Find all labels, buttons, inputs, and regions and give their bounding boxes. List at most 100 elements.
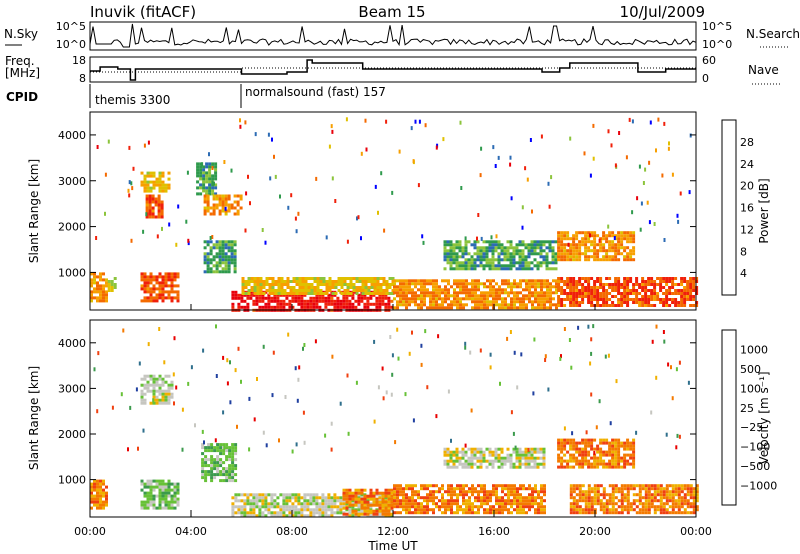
heatmap-cell: [572, 444, 576, 448]
heatmap-cell: [161, 183, 165, 187]
heatmap-cell: [243, 514, 247, 518]
heatmap-cell: [360, 497, 364, 501]
heatmap-cell: [629, 249, 633, 253]
heatmap-cell: [518, 261, 522, 265]
heatmap-cell: [671, 301, 675, 304]
heatmap-cell: [152, 392, 156, 396]
heatmap-cell: [209, 249, 213, 253]
heatmap-cell: [447, 484, 450, 488]
heatmap-cell: [196, 162, 200, 166]
heatmap-cell: [611, 441, 615, 445]
heatmap-cell: [447, 297, 450, 301]
heatmap-cell: [491, 240, 495, 244]
heatmap-cell: [140, 479, 144, 483]
heatmap-cell: [444, 508, 447, 512]
heatmap-cell: [629, 484, 633, 488]
heatmap-cell: [300, 293, 304, 297]
heatmap-cell: [608, 499, 612, 503]
heatmap-cell: [327, 502, 331, 506]
heatmap-cell: [689, 502, 693, 506]
heatmap-cell: [225, 455, 229, 459]
heatmap-cell: [686, 289, 690, 292]
heatmap-cell: [509, 264, 513, 268]
heatmap-cell: [641, 484, 645, 488]
heatmap-cell: [417, 493, 420, 497]
heatmap-cell: [563, 280, 567, 283]
heatmap-cell: [339, 511, 343, 515]
heatmap-cell: [512, 261, 516, 265]
heatmap-cell: [360, 296, 364, 300]
heatmap-speck: [563, 426, 566, 431]
heatmap-cell: [270, 305, 274, 309]
heatmap-cell: [213, 476, 217, 480]
heatmap-cell: [462, 496, 465, 500]
heatmap-cell: [369, 497, 373, 501]
heatmap-cell: [599, 453, 603, 457]
heatmap-cell: [471, 505, 474, 509]
heatmap-cell: [176, 293, 180, 297]
heatmap-cell: [273, 502, 277, 506]
heatmap-cell: [399, 282, 402, 286]
heatmap-cell: [161, 482, 165, 486]
heatmap-cell: [473, 456, 477, 460]
heatmap-speck: [156, 234, 159, 239]
heatmap-cell: [354, 494, 358, 498]
heatmap-cell: [231, 452, 235, 456]
heatmap-cell: [533, 462, 537, 466]
heatmap-cell: [408, 505, 411, 509]
heatmap-cell: [146, 183, 150, 187]
heatmap-cell: [695, 289, 699, 292]
heatmap-speck: [287, 332, 290, 337]
heatmap-cell: [671, 505, 675, 509]
heatmap-cell: [548, 246, 552, 250]
heatmap-cell: [617, 438, 621, 442]
nsky-tick-bottom: 10^0: [56, 38, 86, 51]
heatmap-cell: [210, 464, 214, 468]
heatmap-cell: [441, 279, 444, 283]
heatmap-speck: [509, 330, 512, 334]
heatmap-cell: [167, 392, 171, 396]
heatmap-speck: [273, 154, 275, 159]
heatmap-cell: [516, 306, 519, 310]
heatmap-cell: [285, 499, 289, 503]
heatmap-cell: [525, 505, 528, 509]
heatmap-cell: [158, 272, 162, 276]
heatmap-cell: [483, 294, 486, 298]
heatmap-cell: [294, 296, 298, 300]
heatmap-cell: [325, 280, 329, 283]
heatmap-cell: [405, 487, 408, 491]
heatmap-cell: [683, 493, 687, 497]
heatmap-cell: [560, 459, 564, 463]
heatmap-cell: [149, 180, 153, 184]
heatmap-cell: [202, 177, 206, 181]
heatmap-cell: [148, 212, 152, 216]
heatmap-cell: [524, 462, 528, 466]
heatmap-cell: [480, 300, 483, 304]
heatmap-cell: [504, 291, 507, 295]
heatmap-cell: [543, 297, 546, 301]
heatmap-cell: [614, 496, 618, 500]
heatmap-cell: [587, 286, 591, 289]
heatmap-cell: [507, 294, 510, 298]
heatmap-cell: [429, 297, 432, 301]
y-tick-label: 3000: [58, 175, 86, 188]
heatmap-cell: [423, 303, 426, 307]
heatmap-cell: [533, 264, 537, 268]
heatmap-cell: [504, 279, 507, 283]
heatmap-speck: [234, 368, 237, 373]
heatmap-cell: [671, 487, 675, 491]
heatmap-cell: [450, 285, 453, 289]
heatmap-cell: [599, 484, 603, 488]
heatmap-cell: [276, 514, 280, 518]
heatmap-cell: [513, 297, 516, 301]
heatmap-cell: [233, 212, 237, 216]
heatmap-cell: [321, 293, 325, 297]
heatmap-speck: [412, 159, 415, 164]
heatmap-cell: [264, 496, 268, 500]
heatmap-cell: [560, 231, 564, 235]
heatmap-cell: [250, 280, 254, 283]
heatmap-cell: [333, 302, 337, 306]
heatmap-cell: [476, 447, 480, 451]
heatmap-cell: [620, 499, 624, 503]
heatmap-cell: [221, 246, 225, 250]
